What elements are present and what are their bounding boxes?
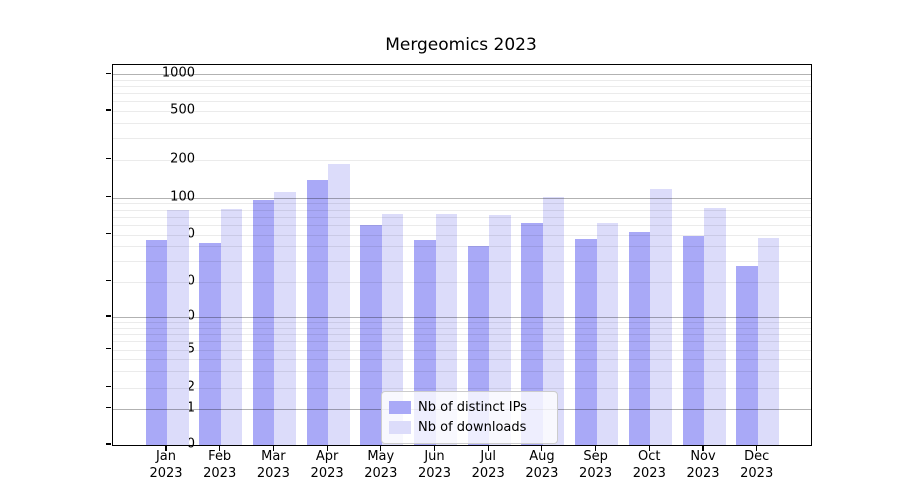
- x-axis-tick-mark: [272, 445, 274, 451]
- bar-downloads-aug: [542, 196, 565, 445]
- bar-distinct-ips-may: [360, 224, 382, 445]
- y-axis-tick-label: 100: [170, 189, 195, 205]
- x-axis-tick-mark: [756, 445, 758, 451]
- legend-swatch-downloads-icon: [389, 420, 411, 434]
- x-axis-tick-label: Apr 2023: [310, 449, 344, 481]
- bar-distinct-ips-nov: [682, 235, 704, 445]
- y-axis-tick-mark: [105, 279, 111, 282]
- y-axis-tick-mark: [105, 443, 111, 445]
- legend-label-downloads: Nb of downloads: [418, 419, 527, 435]
- y-axis-tick-label: 500: [170, 102, 195, 118]
- x-axis-tick-label: May 2023: [364, 449, 398, 481]
- x-axis-tick-mark: [165, 445, 167, 451]
- legend: Nb of distinct IPs Nb of downloads: [381, 391, 558, 444]
- y-axis-tick-mark: [105, 157, 111, 160]
- bar-distinct-ips-feb: [199, 243, 221, 445]
- y-axis-tick-mark: [105, 315, 111, 317]
- x-axis-tick-label: Mar 2023: [256, 449, 290, 481]
- x-axis-tick-mark: [702, 445, 704, 451]
- x-axis-tick-mark: [595, 445, 597, 451]
- bar-downloads-feb: [220, 208, 243, 445]
- x-axis-tick-label: Jun 2023: [417, 449, 452, 481]
- bar-downloads-oct: [650, 188, 672, 445]
- bars-layer: [113, 65, 811, 445]
- y-axis-tick-label: 1000: [161, 65, 195, 81]
- x-axis-tick-label: Jul 2023: [471, 449, 505, 481]
- x-axis-tick-mark: [219, 445, 221, 451]
- y-axis-tick-mark: [105, 109, 111, 111]
- bar-distinct-ips-sep: [575, 238, 597, 445]
- bar-downloads-may: [381, 214, 404, 445]
- bar-distinct-ips-mar: [252, 200, 275, 445]
- x-axis-tick-mark: [433, 445, 436, 451]
- bar-downloads-jan: [167, 210, 189, 445]
- y-axis-tick-label: 200: [170, 151, 195, 166]
- legend-swatch-distinct-ips-icon: [389, 400, 411, 414]
- x-axis-tick-label: Feb 2023: [203, 449, 237, 481]
- bar-downloads-apr: [328, 163, 350, 445]
- x-axis-tick-label: Jan 2023: [149, 449, 183, 481]
- x-axis-tick-label: Oct 2023: [632, 449, 666, 481]
- y-axis-tick-label: 5: [186, 341, 195, 357]
- legend-row-downloads: Nb of downloads: [389, 417, 549, 437]
- bar-downloads-dec: [757, 237, 780, 445]
- bar-distinct-ips-oct: [628, 232, 651, 445]
- y-axis-tick-mark: [105, 385, 111, 388]
- y-axis-tick-label: 2: [186, 379, 195, 394]
- x-axis-tick-mark: [487, 445, 489, 451]
- bar-downloads-jun: [435, 213, 457, 445]
- bar-downloads-nov: [704, 207, 726, 445]
- x-axis-tick-label: Dec 2023: [740, 449, 774, 481]
- x-axis-tick-mark: [648, 445, 650, 451]
- y-axis-tick-mark: [105, 232, 111, 235]
- y-axis-tick-label: 1: [186, 400, 195, 415]
- x-axis-tick-mark: [541, 445, 543, 451]
- bar-downloads-mar: [274, 191, 296, 445]
- bar-distinct-ips-aug: [521, 223, 543, 445]
- chart-title: Mergeomics 2023: [385, 35, 537, 55]
- legend-label-distinct-ips: Nb of distinct IPs: [418, 399, 527, 415]
- plot-area: Nb of distinct IPs Nb of downloads: [112, 64, 812, 446]
- x-axis-tick-mark: [326, 445, 328, 451]
- bar-distinct-ips-jan: [145, 239, 167, 445]
- x-axis-tick-mark: [380, 445, 382, 451]
- x-axis-tick-label: Aug 2023: [525, 449, 559, 481]
- x-axis-tick-label: Nov 2023: [686, 449, 720, 481]
- y-axis-tick-label: 0: [186, 436, 195, 452]
- bar-downloads-jul: [489, 215, 511, 445]
- y-axis-tick-mark: [105, 72, 111, 74]
- legend-row-distinct-ips: Nb of distinct IPs: [389, 397, 549, 417]
- bar-distinct-ips-dec: [736, 266, 758, 445]
- y-axis-tick-mark: [105, 196, 111, 198]
- bar-downloads-sep: [596, 223, 619, 445]
- y-axis-tick-mark: [105, 348, 111, 350]
- bar-distinct-ips-apr: [306, 180, 329, 445]
- x-axis-tick-label: Sep 2023: [579, 449, 613, 481]
- y-axis-tick-mark: [105, 406, 111, 409]
